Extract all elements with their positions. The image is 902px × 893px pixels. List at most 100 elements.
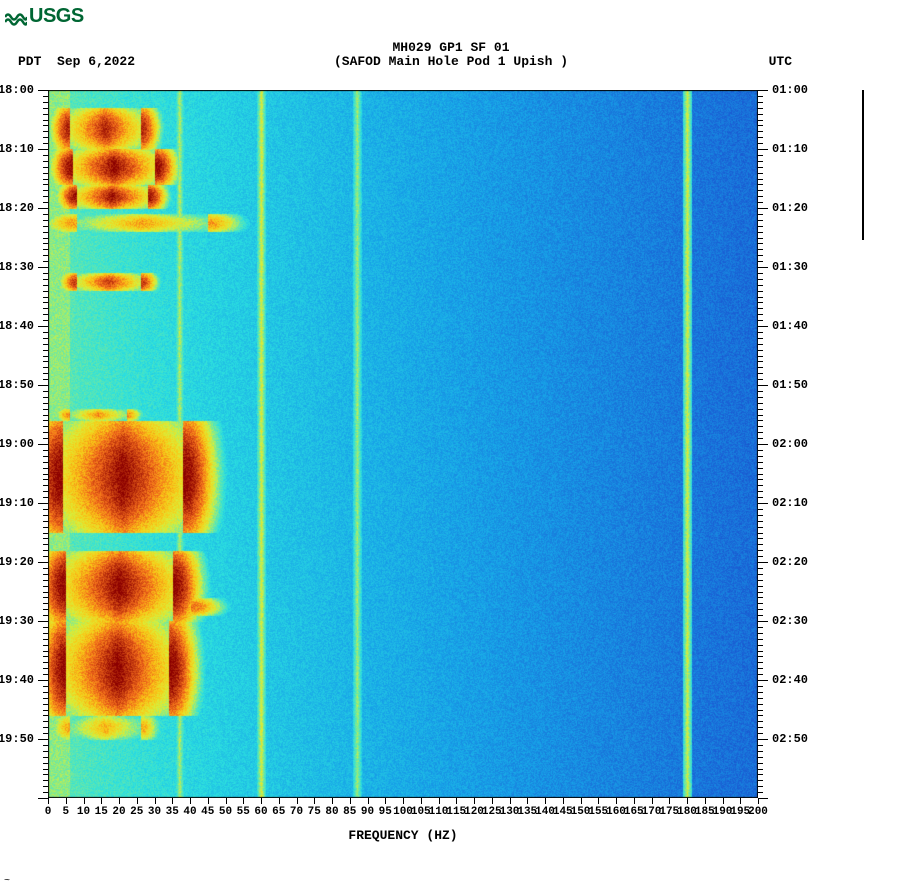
ytick-mark [758,715,763,716]
ytick-mark [758,308,763,309]
ytick-mark [43,627,48,628]
xtick-label: 25 [130,806,143,818]
xtick-mark [456,798,457,804]
ytick-mark [758,662,763,663]
xtick-mark [510,798,511,804]
ytick-mark [38,562,48,563]
ytick-mark [758,562,768,563]
ytick-mark [758,420,763,421]
ytick-mark [43,715,48,716]
xtick-mark [226,798,227,804]
ytick-mark [43,538,48,539]
xtick-mark [421,798,422,804]
ytick-mark [43,320,48,321]
ytick-mark [758,603,763,604]
xtick-mark [492,798,493,804]
y-axis-left: 18:0018:1018:2018:3018:4018:5019:0019:10… [0,90,48,798]
ytick-mark [758,356,763,357]
ytick-mark [758,415,763,416]
xtick-mark [705,798,706,804]
ytick-mark [43,226,48,227]
ytick-mark [43,686,48,687]
ytick-mark [758,651,763,652]
ytick-mark [758,90,768,91]
ytick-mark [758,668,763,669]
ytick-mark [758,544,763,545]
ytick-mark [43,521,48,522]
ytick-label-left: 18:10 [0,142,34,156]
ytick-mark [43,544,48,545]
ytick-mark [758,568,763,569]
ytick-mark [758,503,768,504]
ytick-mark [758,645,763,646]
ytick-mark [43,586,48,587]
xtick-mark [545,798,546,804]
usgs-logo-text: USGS [29,5,84,28]
ytick-mark [758,592,763,593]
ytick-label-left: 18:40 [0,319,34,333]
xtick-mark [723,798,724,804]
ytick-mark [758,468,763,469]
ytick-mark [43,527,48,528]
spectrogram-canvas [48,90,758,798]
ytick-mark [758,297,763,298]
ytick-mark [43,556,48,557]
ytick-mark [43,291,48,292]
xtick-mark [563,798,564,804]
xtick-mark [208,798,209,804]
ytick-mark [758,527,763,528]
xtick-mark [297,798,298,804]
ytick-mark [38,208,48,209]
ytick-mark [758,108,763,109]
xtick-mark [261,798,262,804]
ytick-mark [758,798,768,799]
ytick-label-left: 18:30 [0,260,34,274]
ytick-mark [43,96,48,97]
ytick-mark [43,692,48,693]
ytick-mark [758,196,763,197]
chart-title: MH029 GP1 SF 01 [0,40,902,55]
ytick-label-left: 19:30 [0,614,34,628]
ytick-mark [758,627,763,628]
ytick-mark [43,279,48,280]
ytick-mark [43,662,48,663]
ytick-mark [38,739,48,740]
ytick-mark [43,196,48,197]
ytick-mark [758,314,763,315]
ytick-mark [43,379,48,380]
ytick-mark [758,320,763,321]
ytick-mark [758,373,763,374]
ytick-mark [38,444,48,445]
xtick-mark [66,798,67,804]
ytick-mark [43,733,48,734]
xtick-label: 65 [272,806,285,818]
ytick-mark [43,190,48,191]
xtick-label: 90 [361,806,374,818]
xtick-mark [474,798,475,804]
ytick-mark [43,550,48,551]
ytick-mark [43,656,48,657]
ytick-mark [758,379,763,380]
ytick-mark [43,238,48,239]
ytick-mark [758,474,763,475]
scale-bar [862,90,864,240]
ytick-mark [43,468,48,469]
ytick-mark [43,179,48,180]
ytick-mark [43,710,48,711]
ytick-mark [758,686,763,687]
xtick-mark [155,798,156,804]
ytick-mark [758,721,763,722]
ytick-mark [758,733,763,734]
xtick-label: 15 [95,806,108,818]
ytick-mark [758,403,763,404]
y-axis-right: 01:0001:1001:2001:3001:4001:5002:0002:10… [758,90,818,798]
ytick-label-right: 02:00 [772,437,808,451]
ytick-mark [43,314,48,315]
ytick-mark [43,497,48,498]
ytick-mark [758,692,763,693]
ytick-mark [43,249,48,250]
ytick-mark [38,90,48,91]
ytick-mark [38,680,48,681]
ytick-mark [43,332,48,333]
ytick-mark [758,273,763,274]
